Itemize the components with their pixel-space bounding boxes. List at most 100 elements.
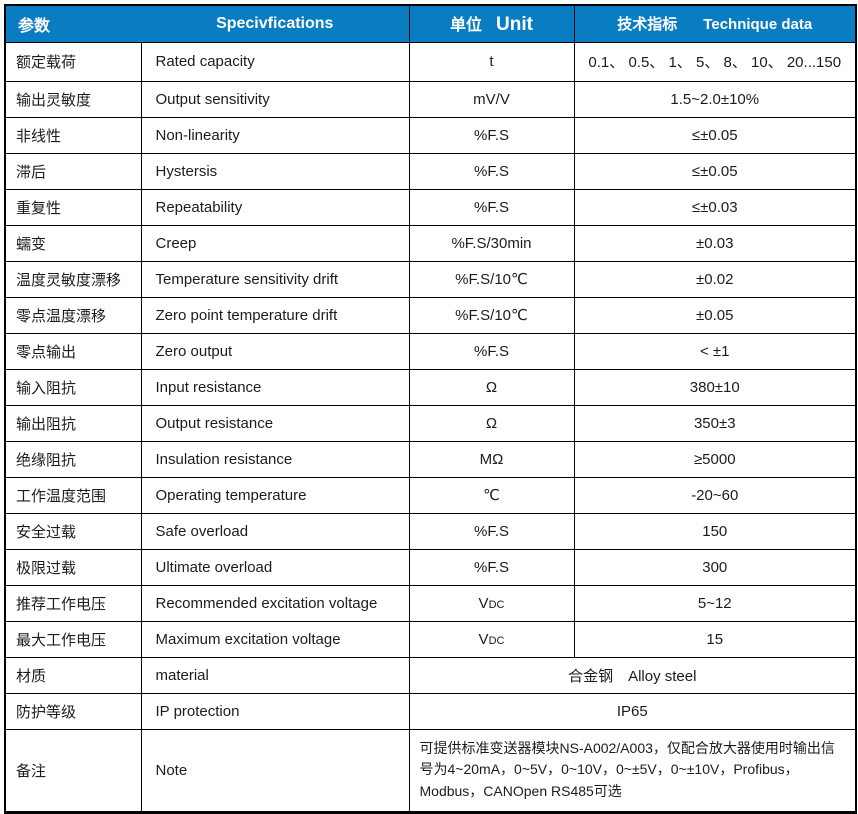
unit-cell: %F.S (408, 116, 575, 154)
value-cell: 5~12 (573, 584, 857, 622)
param-cn-cell: 备注 (4, 728, 142, 813)
unit-text: Ω (485, 414, 498, 432)
unit-text: %F.S (473, 162, 509, 180)
table-row: 非线性 Non-linearity %F.S ≤±0.05 (4, 116, 857, 154)
unit-cell: mV/V (408, 80, 575, 118)
unit-text: %F.S/10℃ (455, 307, 528, 324)
unit-subscript: DC (488, 598, 505, 611)
param-en-cell: Repeatability (140, 188, 410, 226)
value-cell: 380±10 (573, 368, 857, 406)
header-technique-cn: 技术指标 (617, 16, 678, 34)
value-cell-merged: 合金钢 Alloy steel (408, 656, 857, 694)
unit-text: %F.S (473, 198, 509, 216)
header-technique-en: Technique data (703, 16, 813, 34)
param-cn-cell: 输入阻抗 (4, 368, 142, 406)
param-en-cell: Ultimate overload (140, 548, 410, 586)
value-cell: 300 (573, 548, 857, 586)
param-en-cell: Insulation resistance (140, 440, 410, 478)
unit-cell: %F.S/10℃ (408, 260, 575, 298)
table-row: 绝缘阻抗 Insulation resistance MΩ ≥5000 (4, 440, 857, 478)
unit-text: %F.S/10℃ (455, 271, 528, 288)
unit-cell: VDC (408, 584, 575, 622)
value-cell: < ±1 (573, 332, 857, 370)
param-en-cell: Rated capacity (140, 41, 410, 82)
param-en-cell: Maximum excitation voltage (140, 620, 410, 658)
header-technique-data: 技术指标 Technique data (573, 4, 857, 43)
value-cell: 350±3 (573, 404, 857, 442)
value-cell: ±0.02 (573, 260, 857, 298)
value-cell: ≤±0.05 (573, 152, 857, 190)
header-unit-en: Unit (496, 14, 533, 36)
unit-cell: %F.S (408, 512, 575, 550)
unit-text: V (478, 594, 489, 612)
param-cn-cell: 温度灵敏度漂移 (4, 260, 142, 298)
table-row: 最大工作电压 Maximum excitation voltage VDC 15 (4, 620, 857, 658)
unit-cell: VDC (408, 620, 575, 658)
table-header-row: 参数 Specivfications 单位 Unit 技术指标 Technique … (4, 4, 857, 43)
unit-cell: %F.S (408, 188, 575, 226)
param-en-cell: Input resistance (140, 368, 410, 406)
table-row: 推荐工作电压 Recommended excitation voltage VD… (4, 584, 857, 622)
param-cn-cell: 蠕变 (4, 224, 142, 262)
header-specifications: Specivfications (141, 4, 410, 43)
table-row: 工作温度范围 Operating temperature ℃ -20~60 (4, 476, 857, 514)
table-row: 温度灵敏度漂移 Temperature sensitivity drift %F… (4, 260, 857, 298)
table-row: 材质 material 合金钢 Alloy steel (4, 656, 857, 694)
param-en-cell: Operating temperature (140, 476, 410, 514)
value-cell: ≥5000 (573, 440, 857, 478)
param-en-cell: Safe overload (140, 512, 410, 550)
table-row: 滞后 Hystersis %F.S ≤±0.05 (4, 152, 857, 190)
header-unit-cn: 单位 (450, 17, 483, 35)
param-cn-cell: 输出灵敏度 (4, 80, 142, 118)
table-row: 极限过载 Ultimate overload %F.S 300 (4, 548, 857, 586)
param-en-cell: Temperature sensitivity drift (140, 260, 410, 298)
param-en-cell: Creep (140, 224, 410, 262)
table-row: 零点输出 Zero output %F.S < ±1 (4, 332, 857, 370)
param-cn-cell: 重复性 (4, 188, 142, 226)
param-cn-cell: 工作温度范围 (4, 476, 142, 514)
param-en-cell: Hystersis (140, 152, 410, 190)
table-row: 额定载荷 Rated capacity t 0.1、 0.5、 1、 5、 8、… (4, 41, 857, 82)
value-cell-merged: IP65 (408, 692, 857, 730)
param-cn-cell: 最大工作电压 (4, 620, 142, 658)
param-cn-cell: 滞后 (4, 152, 142, 190)
unit-cell: %F.S/10℃ (408, 296, 575, 334)
param-cn-cell: 非线性 (4, 116, 142, 154)
param-cn-cell: 零点输出 (4, 332, 142, 370)
param-en-cell: Output sensitivity (140, 80, 410, 118)
unit-text: %F.S (473, 558, 509, 576)
unit-text: mV/V (473, 90, 510, 108)
table-row: 蠕变 Creep %F.S/30min ±0.03 (4, 224, 857, 262)
unit-cell: %F.S/30min (408, 224, 575, 262)
unit-subscript: DC (488, 634, 505, 647)
value-cell: ±0.03 (573, 224, 857, 262)
param-cn-cell: 零点温度漂移 (4, 296, 142, 334)
table-row: 安全过载 Safe overload %F.S 150 (4, 512, 857, 550)
value-cell: 15 (573, 620, 857, 658)
table-row: 输出灵敏度 Output sensitivity mV/V 1.5~2.0±10… (4, 80, 857, 118)
unit-text: %F.S (473, 126, 509, 144)
header-param-cn: 参数 (4, 4, 141, 43)
param-cn-cell: 输出阻抗 (4, 404, 142, 442)
table-row: 备注 Note 可提供标准变送器模块NS-A002/A003，仅配合放大器使用时… (4, 728, 857, 813)
unit-text: V (478, 630, 489, 648)
unit-cell: %F.S (408, 548, 575, 586)
value-cell: 0.1、 0.5、 1、 5、 8、 10、 20...150 (573, 41, 857, 82)
value-cell: 150 (573, 512, 857, 550)
param-cn-cell: 额定载荷 (4, 41, 142, 82)
unit-text: ℃ (483, 487, 500, 504)
value-cell: 1.5~2.0±10% (573, 80, 857, 118)
table-row: 输出阻抗 Output resistance Ω 350±3 (4, 404, 857, 442)
value-cell: ±0.05 (573, 296, 857, 334)
unit-text: %F.S/30min (451, 234, 532, 252)
param-en-cell: IP protection (140, 692, 410, 730)
table-row: 零点温度漂移 Zero point temperature drift %F.S… (4, 296, 857, 334)
unit-cell: Ω (408, 404, 575, 442)
param-en-cell: Zero output (140, 332, 410, 370)
unit-cell: t (408, 41, 575, 82)
param-cn-cell: 推荐工作电压 (4, 584, 142, 622)
unit-cell: ℃ (408, 476, 575, 514)
unit-cell: MΩ (408, 440, 575, 478)
table-row: 输入阻抗 Input resistance Ω 380±10 (4, 368, 857, 406)
